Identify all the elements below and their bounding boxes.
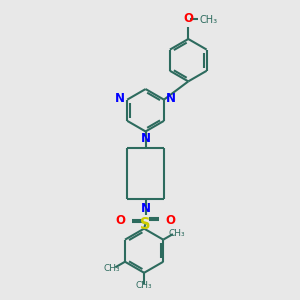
Text: O: O bbox=[183, 12, 193, 26]
Text: N: N bbox=[166, 92, 176, 105]
Text: CH₃: CH₃ bbox=[136, 281, 152, 290]
Text: S: S bbox=[140, 217, 151, 232]
Text: CH₃: CH₃ bbox=[200, 15, 217, 25]
Text: CH₃: CH₃ bbox=[168, 229, 185, 238]
Text: O: O bbox=[165, 214, 175, 226]
Text: O: O bbox=[116, 214, 126, 226]
Text: N: N bbox=[141, 132, 151, 145]
Text: CH₃: CH₃ bbox=[103, 264, 120, 273]
Text: N: N bbox=[115, 92, 125, 105]
Text: N: N bbox=[141, 202, 151, 215]
